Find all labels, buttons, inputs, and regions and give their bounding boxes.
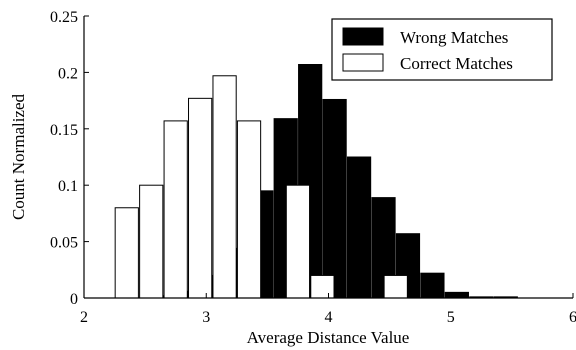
bar-correct-1 <box>139 184 164 299</box>
x-tick-label: 3 <box>202 309 210 326</box>
x-tick-label: 5 <box>447 309 455 326</box>
legend-label-wrong: Wrong Matches <box>400 28 508 47</box>
x-axis-label: Average Distance Value <box>247 328 410 347</box>
bar-correct-3 <box>188 97 213 299</box>
legend-swatch-correct <box>342 53 384 72</box>
bar-correct-11 <box>383 274 408 299</box>
bar-correct-2 <box>163 120 188 299</box>
bar-correct-8 <box>310 274 335 299</box>
legend-label-correct: Correct Matches <box>400 54 513 73</box>
y-tick-label: 0.15 <box>50 122 78 139</box>
legend-swatch-wrong <box>342 27 384 46</box>
y-tick-label: 0.05 <box>50 235 78 252</box>
bar-wrong-9 <box>346 156 372 299</box>
bar-wrong-13 <box>444 291 469 299</box>
ticks-layer: 2 3 4 5 6 0 0.05 0.1 0.15 0.2 0.25 <box>50 9 576 326</box>
y-tick-label: 0.25 <box>50 9 78 26</box>
bar-wrong-8 <box>322 98 347 299</box>
y-tick-label: 0 <box>70 291 78 308</box>
bar-correct-7 <box>285 184 311 299</box>
legend: Wrong Matches Correct Matches <box>331 18 553 81</box>
bar-correct-5 <box>236 120 262 299</box>
x-tick-label: 2 <box>80 309 88 326</box>
x-tick-label: 4 <box>325 309 333 326</box>
y-axis-label: Count Normalized <box>9 93 28 220</box>
y-tick-label: 0.2 <box>58 65 78 82</box>
x-tick-label: 6 <box>569 309 576 326</box>
bar-wrong-12 <box>420 272 445 299</box>
y-tick-label: 0.1 <box>58 178 78 195</box>
bars-layer <box>114 64 518 299</box>
bar-correct-0 <box>114 207 139 299</box>
bar-correct-4 <box>212 75 237 299</box>
